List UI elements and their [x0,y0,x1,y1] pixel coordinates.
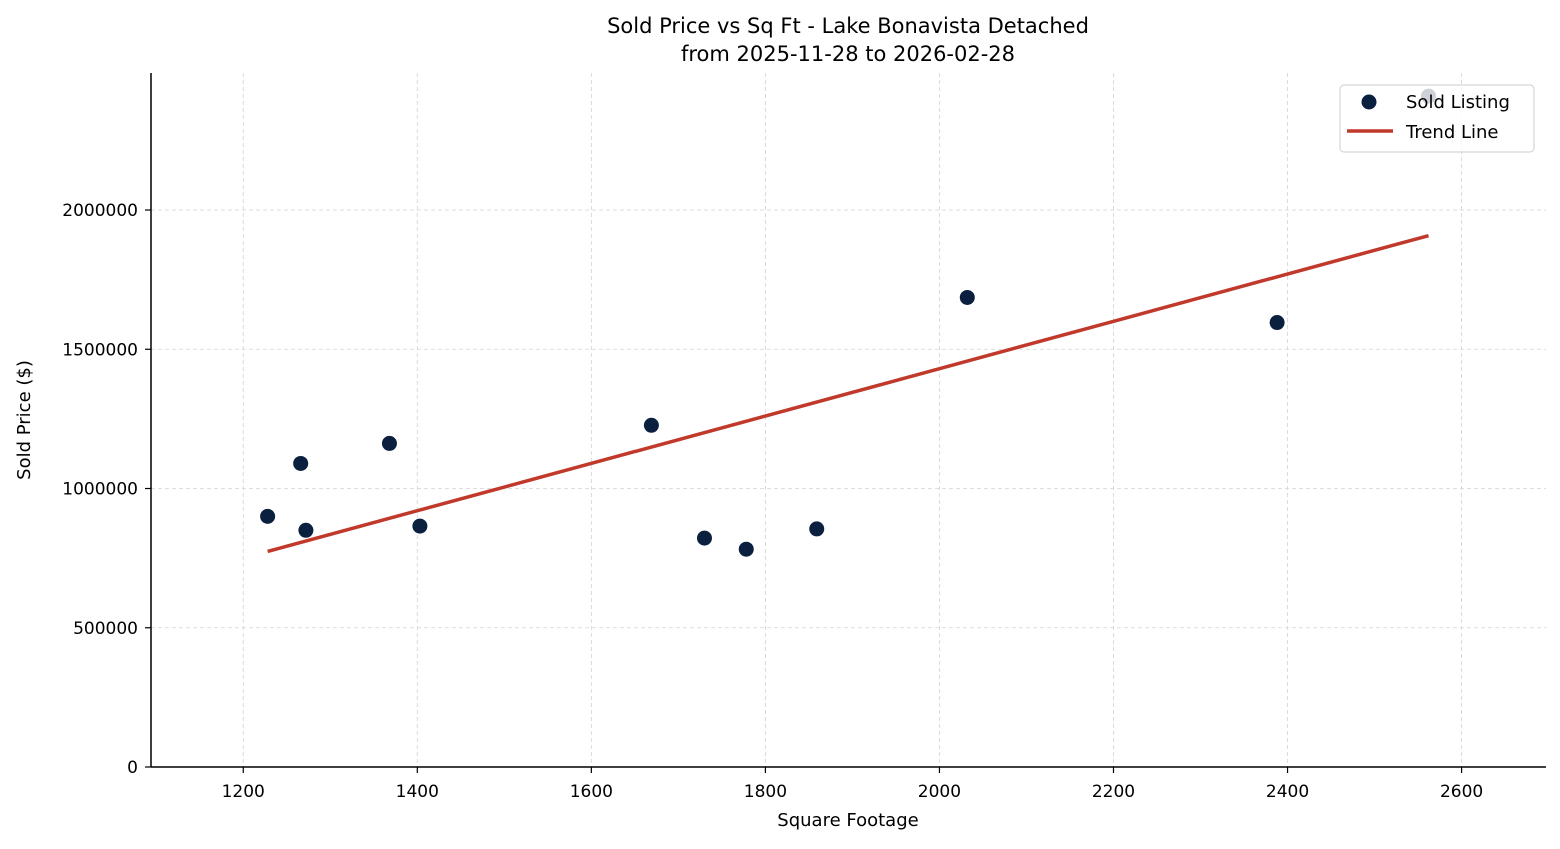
x-tick-label: 1200 [222,782,265,802]
x-tick-label: 1600 [570,782,613,802]
sold-listing-point [696,530,712,546]
legend-marker-sold-listing [1361,94,1377,110]
y-tick-label: 0 [127,758,138,778]
legend-label-trend-line: Trend Line [1405,122,1499,143]
x-tick-label: 2200 [1092,782,1135,802]
y-tick-label: 2000000 [62,201,138,221]
y-axis-label: Sold Price ($) [14,360,35,480]
trend-line [267,233,1429,554]
legend-box [1339,84,1535,153]
y-tick-label: 1500000 [62,340,138,360]
sold-listing-point [738,541,754,557]
sold-listing-point [412,518,428,534]
x-tick-label: 2600 [1440,782,1483,802]
sold-listing-point [959,289,975,305]
trend-line-layer [267,233,1429,554]
sold-listing-point [381,435,397,451]
sold-listing-point [260,508,276,524]
x-tick-label: 1800 [744,782,787,802]
legend: Sold Listing Trend Line [1339,84,1535,153]
x-tick-label: 2400 [1266,782,1309,802]
sold-listing-point [293,455,309,471]
y-tick-label: 500000 [73,619,138,639]
legend-label-sold-listing: Sold Listing [1406,92,1510,113]
sold-listing-point [1269,315,1285,331]
axes: 1200 1400 1600 1800 2000 2200 2400 2600 0 500000 1… [62,73,1546,802]
y-tick-label: 1000000 [62,480,138,500]
sold-listing-point [643,417,659,433]
grid [151,73,1546,767]
x-tick-label: 1400 [396,782,439,802]
sold-listing-point [809,521,825,537]
sold-listing-point [298,522,314,538]
chart-subtitle: from 2025-11-28 to 2026-02-28 [681,42,1015,66]
x-tick-label: 2000 [918,782,961,802]
points-layer [260,88,1437,557]
x-axis-label: Square Footage [777,810,918,831]
chart-title: Sold Price vs Sq Ft - Lake Bonavista Det… [607,14,1089,38]
